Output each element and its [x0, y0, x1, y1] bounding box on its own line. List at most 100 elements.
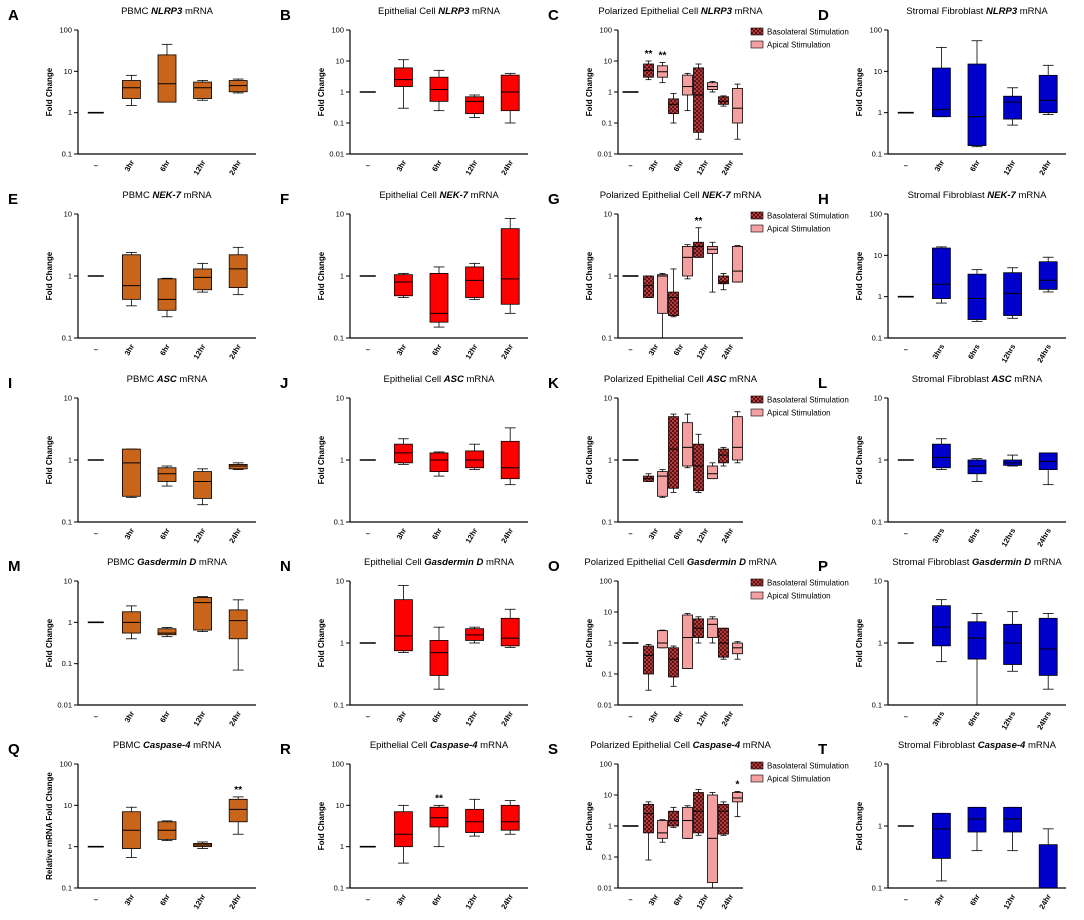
box-basolateral: [643, 60, 654, 81]
title-prefix: Polarized Epithelial Cell: [600, 190, 702, 201]
y-tick-label: 0.1: [334, 334, 344, 343]
box-basolateral: [668, 806, 679, 828]
y-tick-label: 0.1: [602, 334, 612, 343]
title-gene: NLRP3: [438, 6, 470, 17]
box-iqr: [228, 463, 248, 470]
legend-label-basolateral: Basolateral Stimulation: [767, 579, 849, 588]
x-category-label: –: [366, 161, 370, 170]
box-basolateral: [668, 413, 679, 493]
x-category-label: 12hr: [464, 342, 480, 360]
panel-m: M PBMC Gasdermin D mRNA 0.01 0.1 1 10 Fold Cha…: [8, 557, 256, 728]
panel-title: Epithelial Cell Gasdermin D mRNA: [364, 557, 515, 568]
box-iqr: [500, 617, 520, 647]
x-category-label: 6hr: [430, 158, 444, 173]
box-iqr: [932, 605, 951, 647]
title-suffix: mRNA: [196, 557, 227, 568]
y-tick-label: 1: [68, 456, 72, 465]
x-category-label: –: [904, 161, 908, 170]
box-iqr: [707, 618, 718, 638]
panel-title: PBMC NLRP3 mRNA: [121, 6, 214, 17]
box-6hr: [429, 451, 449, 477]
y-axis-label: Relative mRNA Fold Change: [45, 772, 54, 880]
panel-letter: Q: [8, 741, 20, 758]
legend-swatch-apical: [750, 408, 764, 417]
box-apical: [707, 80, 718, 93]
box-iqr: [1003, 623, 1023, 665]
box-iqr: [1038, 617, 1058, 676]
panel-letter: C: [548, 7, 559, 24]
panel-b: B Epithelial Cell NLRP3 mRNA 0.01 0.1 1 10 100…: [280, 6, 528, 177]
box-iqr: [668, 98, 679, 115]
y-tick-label: 1: [340, 842, 344, 851]
legend-label-apical: Apical Stimulation: [767, 41, 831, 50]
significance-marker: *: [736, 779, 740, 790]
box-iqr: [718, 275, 729, 285]
box-iqr: [1038, 844, 1058, 889]
box-24hr: [1038, 64, 1058, 115]
x-category-label: 6hr: [158, 526, 172, 541]
box-3hr: [932, 46, 951, 118]
title-suffix: mRNA: [1031, 557, 1062, 568]
box-basolateral: [643, 644, 654, 691]
panel-title: Polarized Epithelial Cell Gasdermin D mR…: [584, 557, 777, 568]
y-axis-label: Fold Change: [855, 67, 864, 116]
box-iqr: [967, 806, 987, 833]
title-gene: NEK-7: [152, 190, 181, 201]
box-iqr: [657, 471, 668, 497]
y-axis-label: Fold Change: [45, 618, 54, 667]
y-axis-label: Fold Change: [855, 618, 864, 667]
box-3hrs: [932, 438, 951, 471]
box-iqr: [1003, 806, 1023, 833]
y-tick-label: 1: [608, 822, 612, 831]
x-category-label: 24hr: [499, 158, 515, 176]
box-iqr: [157, 467, 177, 482]
title-gene: Gasdermin D: [972, 557, 1031, 568]
box-basolateral: [693, 433, 704, 493]
x-category-label: 6hr: [158, 158, 172, 173]
x-category-label: 6hr: [672, 526, 686, 541]
box-iqr: [394, 67, 413, 87]
title-suffix: mRNA: [1017, 6, 1048, 17]
y-tick-label: 1: [878, 822, 882, 831]
box-6hrs: [967, 613, 987, 706]
title-suffix: mRNA: [177, 374, 208, 385]
box-iqr: [1038, 74, 1058, 114]
box-24hr: [228, 462, 248, 471]
legend-swatch-basolateral: [750, 211, 764, 220]
box-apical: [707, 792, 718, 889]
x-category-label: 12hr: [695, 526, 711, 544]
box-apical: [657, 62, 668, 84]
y-tick-label: 10: [604, 394, 612, 403]
box-6hr: [157, 465, 177, 487]
box-apical: [682, 805, 693, 839]
y-tick-label: 0.1: [62, 884, 72, 893]
y-tick-label: 0.01: [57, 701, 72, 710]
significance-marker: **: [659, 50, 667, 61]
title-suffix: mRNA: [181, 190, 212, 201]
y-tick-label: 100: [599, 760, 612, 769]
panel-s: S Polarized Epithelial Cell Caspase-4 mRN…: [548, 740, 849, 911]
x-category-label: 3hr: [123, 709, 137, 724]
x-category-label: 6hr: [430, 342, 444, 357]
x-category-label: 12hr: [464, 526, 480, 544]
box-24hr: [228, 796, 248, 835]
box-24hrs: [1038, 452, 1058, 486]
panel-title: Stromal Fibroblast NLRP3 mRNA: [906, 6, 1048, 17]
y-tick-label: 0.1: [872, 884, 882, 893]
legend: Basolateral Stimulation Apical Stimulatio…: [750, 396, 849, 418]
y-tick-label: 10: [604, 210, 612, 219]
x-category-label: 6hr: [158, 892, 172, 907]
box-iqr: [932, 247, 951, 299]
title-suffix: mRNA: [1012, 374, 1043, 385]
box-apical: [707, 241, 718, 293]
x-category-label: 3hr: [395, 892, 409, 907]
legend-label-basolateral: Basolateral Stimulation: [767, 762, 849, 771]
significance-marker: **: [234, 785, 242, 796]
y-axis-label: Fold Change: [585, 618, 594, 667]
x-category-label: 3hr: [647, 526, 661, 541]
box-3hr: [932, 812, 951, 882]
y-tick-label: 0.01: [329, 150, 344, 159]
box-iqr: [500, 804, 520, 831]
y-tick-label: 1: [608, 272, 612, 281]
x-category-label: 12hr: [695, 158, 711, 176]
